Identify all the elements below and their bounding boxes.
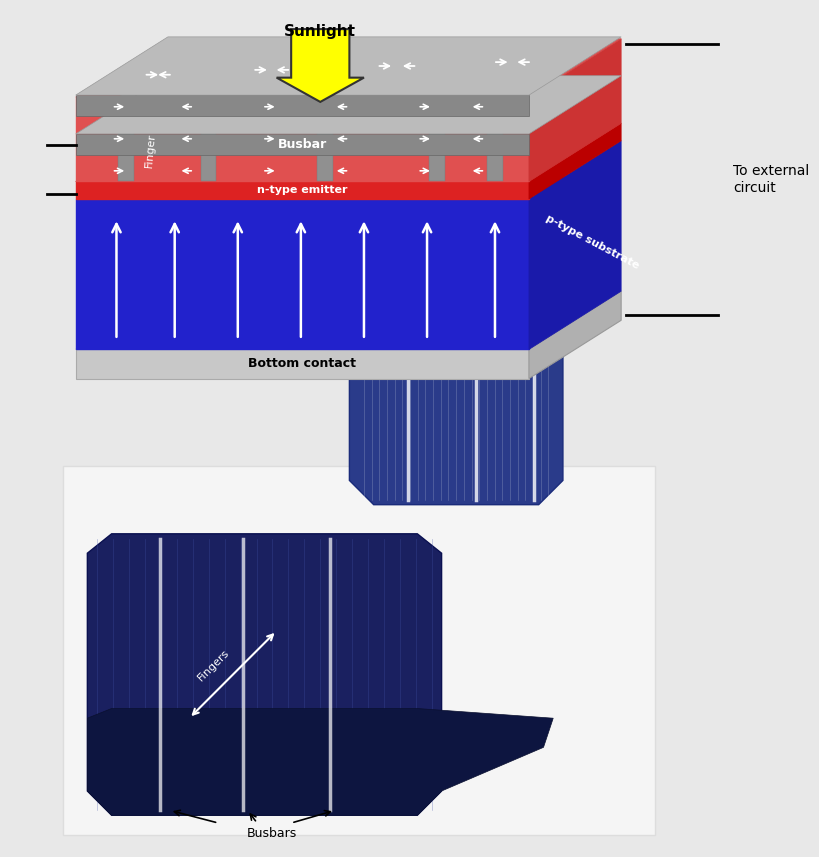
- Text: Sunlight: Sunlight: [284, 24, 355, 39]
- Polygon shape: [88, 534, 441, 815]
- Text: Busbar: Busbar: [278, 138, 327, 151]
- Polygon shape: [428, 39, 536, 97]
- Polygon shape: [528, 141, 621, 350]
- FancyBboxPatch shape: [63, 466, 654, 835]
- Text: Busbars: Busbars: [247, 827, 296, 840]
- Polygon shape: [528, 123, 621, 199]
- Polygon shape: [428, 97, 444, 182]
- Text: Bottom contact: Bottom contact: [248, 357, 356, 370]
- Polygon shape: [75, 291, 621, 350]
- Polygon shape: [75, 75, 621, 134]
- Text: n-type emitter: n-type emitter: [257, 185, 347, 195]
- Polygon shape: [88, 709, 553, 815]
- Polygon shape: [528, 291, 621, 379]
- Polygon shape: [75, 37, 621, 95]
- Polygon shape: [317, 39, 424, 97]
- Polygon shape: [201, 39, 308, 97]
- Polygon shape: [201, 97, 216, 182]
- Polygon shape: [349, 126, 562, 505]
- Polygon shape: [75, 123, 621, 182]
- FancyArrow shape: [276, 29, 364, 102]
- Polygon shape: [75, 134, 528, 155]
- Polygon shape: [75, 39, 621, 97]
- Polygon shape: [75, 350, 528, 379]
- Text: To external
circuit: To external circuit: [732, 165, 808, 195]
- Polygon shape: [118, 97, 133, 182]
- Text: p-type substrate: p-type substrate: [544, 213, 640, 271]
- Text: Fingers: Fingers: [196, 647, 231, 682]
- Polygon shape: [486, 97, 502, 182]
- Polygon shape: [75, 199, 528, 350]
- Polygon shape: [75, 182, 528, 199]
- Polygon shape: [118, 39, 226, 97]
- Polygon shape: [486, 39, 595, 97]
- Polygon shape: [75, 95, 528, 117]
- Polygon shape: [528, 39, 621, 182]
- Text: Finger: Finger: [144, 133, 156, 168]
- Polygon shape: [317, 97, 333, 182]
- Polygon shape: [75, 97, 528, 182]
